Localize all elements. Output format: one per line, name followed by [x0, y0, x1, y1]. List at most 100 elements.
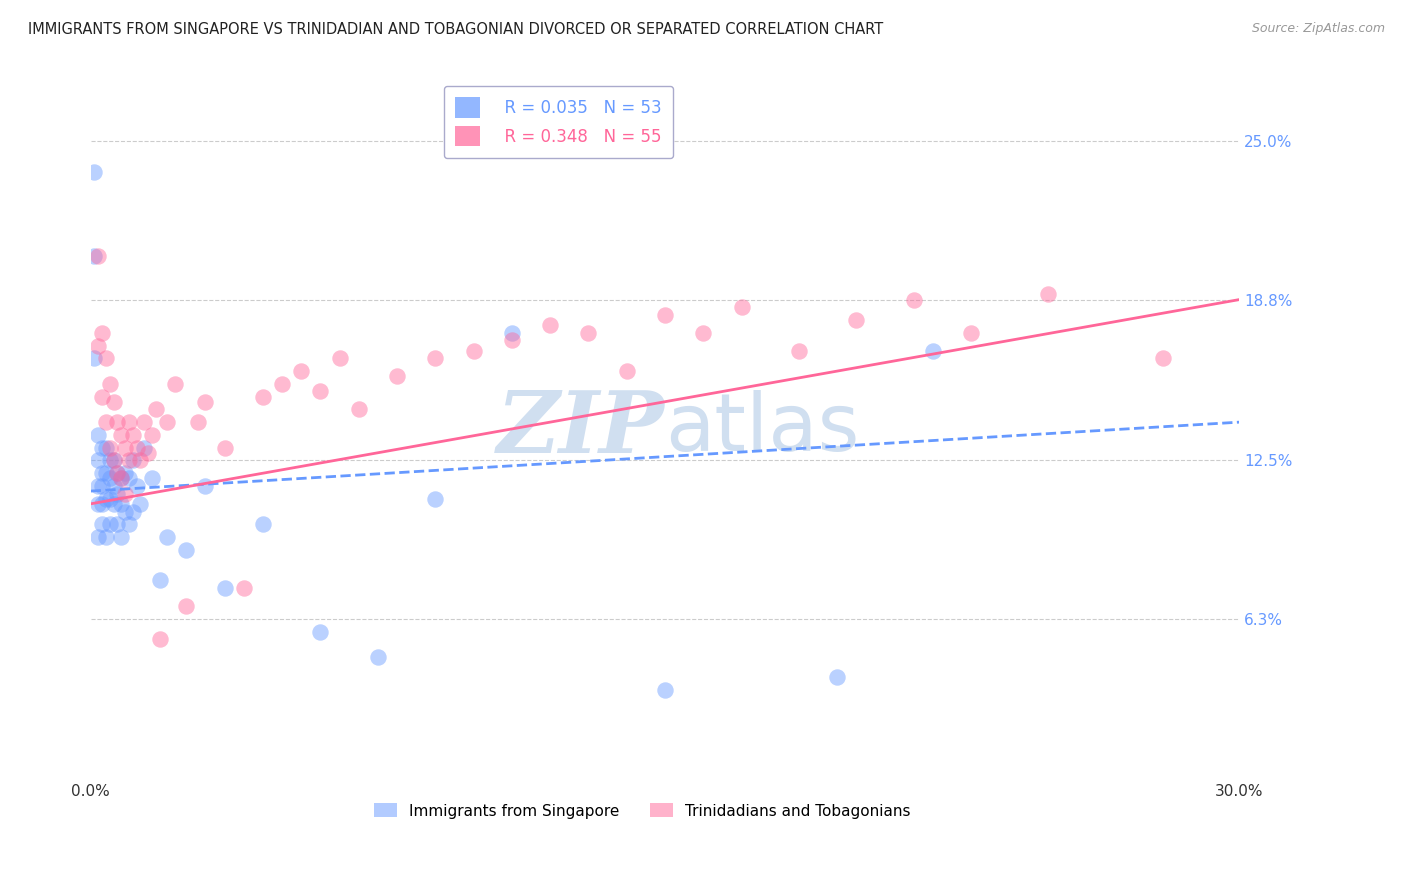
Point — [1152, 351, 1174, 366]
Point — [214, 441, 236, 455]
Point — [121, 428, 143, 442]
Point — [141, 471, 163, 485]
Point — [110, 497, 132, 511]
Point — [107, 415, 129, 429]
Point — [114, 486, 136, 500]
Point — [118, 517, 141, 532]
Point — [156, 530, 179, 544]
Point — [98, 471, 121, 485]
Text: ZIP: ZIP — [498, 387, 665, 470]
Point — [501, 334, 523, 348]
Point — [114, 441, 136, 455]
Point — [141, 428, 163, 442]
Point — [367, 650, 389, 665]
Point — [692, 326, 714, 340]
Point — [118, 415, 141, 429]
Point — [176, 542, 198, 557]
Point — [654, 308, 676, 322]
Point — [118, 471, 141, 485]
Point — [107, 467, 129, 481]
Point — [730, 300, 752, 314]
Point — [616, 364, 638, 378]
Point — [103, 497, 125, 511]
Point — [91, 517, 114, 532]
Point — [156, 415, 179, 429]
Point — [787, 343, 810, 358]
Point — [87, 338, 110, 352]
Point — [148, 632, 170, 647]
Point — [91, 441, 114, 455]
Point — [121, 453, 143, 467]
Point — [98, 441, 121, 455]
Point — [125, 479, 148, 493]
Point — [134, 441, 156, 455]
Point — [94, 441, 117, 455]
Point — [347, 402, 370, 417]
Point — [309, 624, 332, 639]
Point — [83, 249, 105, 263]
Point — [538, 318, 561, 332]
Point — [960, 326, 983, 340]
Point — [110, 471, 132, 485]
Point — [501, 326, 523, 340]
Point — [654, 683, 676, 698]
Point — [83, 165, 105, 179]
Point — [845, 313, 868, 327]
Point — [134, 415, 156, 429]
Point — [463, 343, 485, 358]
Point — [91, 390, 114, 404]
Point — [118, 453, 141, 467]
Point — [328, 351, 350, 366]
Point — [87, 497, 110, 511]
Point — [98, 517, 121, 532]
Point — [271, 376, 294, 391]
Point — [176, 599, 198, 613]
Point — [145, 402, 167, 417]
Point — [187, 415, 209, 429]
Point — [121, 504, 143, 518]
Point — [290, 364, 312, 378]
Point — [91, 326, 114, 340]
Point — [87, 479, 110, 493]
Point — [232, 581, 254, 595]
Point — [87, 530, 110, 544]
Point — [94, 351, 117, 366]
Point — [194, 479, 217, 493]
Point — [83, 351, 105, 366]
Point — [91, 497, 114, 511]
Point — [425, 351, 447, 366]
Point — [94, 467, 117, 481]
Point — [129, 497, 152, 511]
Point — [91, 479, 114, 493]
Point — [98, 376, 121, 391]
Point — [103, 453, 125, 467]
Point — [98, 491, 121, 506]
Point — [94, 530, 117, 544]
Point — [148, 574, 170, 588]
Point — [214, 581, 236, 595]
Point — [87, 428, 110, 442]
Text: atlas: atlas — [665, 390, 859, 467]
Point — [103, 479, 125, 493]
Point — [425, 491, 447, 506]
Point — [252, 390, 274, 404]
Point — [385, 369, 408, 384]
Point — [922, 343, 945, 358]
Point — [107, 486, 129, 500]
Point — [107, 517, 129, 532]
Point — [103, 453, 125, 467]
Point — [194, 394, 217, 409]
Point — [309, 384, 332, 399]
Point — [110, 530, 132, 544]
Point — [1036, 287, 1059, 301]
Point — [98, 453, 121, 467]
Point — [103, 394, 125, 409]
Point — [136, 446, 159, 460]
Point — [163, 376, 186, 391]
Point — [94, 415, 117, 429]
Point — [110, 428, 132, 442]
Legend: Immigrants from Singapore, Trinidadians and Tobagonians: Immigrants from Singapore, Trinidadians … — [367, 797, 917, 824]
Point — [252, 517, 274, 532]
Point — [94, 491, 117, 506]
Point — [827, 670, 849, 684]
